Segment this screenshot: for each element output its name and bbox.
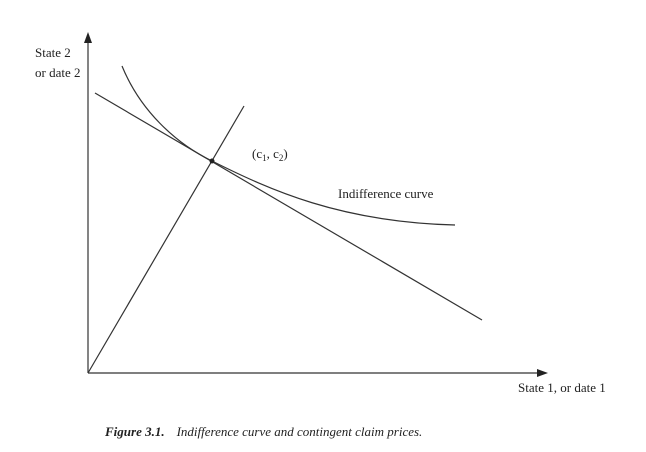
caption: Figure 3.1. Indifference curve and contin… bbox=[104, 424, 422, 439]
y-axis-label: State 2 bbox=[35, 45, 71, 60]
point-label: (c1, c2) bbox=[252, 146, 288, 163]
x-arrow bbox=[537, 369, 548, 377]
point-label-sub: 2 bbox=[279, 153, 284, 163]
point-label-part: (c bbox=[252, 146, 262, 161]
indifference-curve bbox=[121, 65, 456, 226]
caption-number: Figure 3.1. bbox=[104, 424, 165, 439]
point-label-part: , c bbox=[267, 146, 280, 161]
y-arrow bbox=[84, 32, 92, 43]
y-axis-label: or date 2 bbox=[35, 65, 80, 80]
ray bbox=[87, 105, 245, 374]
curve-label: Indifference curve bbox=[338, 186, 434, 201]
point-label-sub: 1 bbox=[262, 153, 267, 163]
x-axis-label: State 1, or date 1 bbox=[518, 380, 606, 395]
tangent-point bbox=[209, 158, 215, 164]
budget-line bbox=[94, 92, 483, 321]
caption-text: Indifference curve and contingent claim … bbox=[176, 424, 423, 439]
point-label-part: ) bbox=[283, 146, 287, 161]
